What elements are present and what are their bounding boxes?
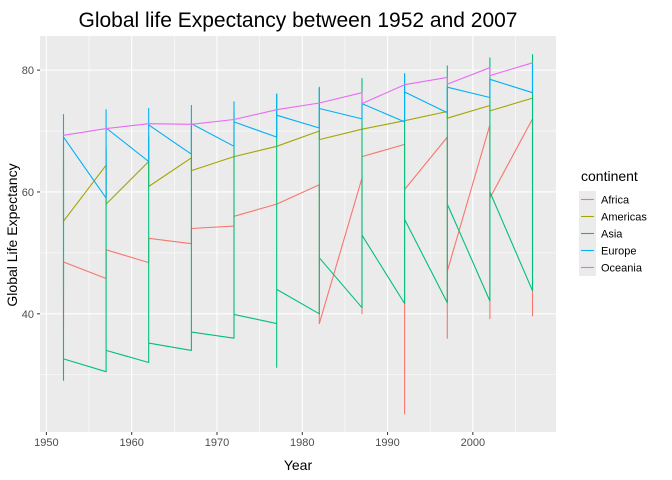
x-tick-label: 1970 [205,437,229,449]
legend-label-oceania: Oceania [601,263,643,275]
x-tick-label: 1950 [34,437,58,449]
legend-title: continent [581,168,638,184]
chart-title: Global life Expectancy between 1952 and … [79,9,518,32]
x-tick-label: 2000 [461,437,485,449]
y-tick-label: 80 [22,65,34,77]
legend-label-americas: Americas [601,212,647,224]
plot-panel [40,36,556,432]
x-axis: 1950 1960 1970 1980 1990 2000 [34,432,485,449]
x-axis-title: Year [284,457,313,473]
y-tick-label: 60 [22,187,34,199]
grid [40,36,556,432]
legend-label-europe: Europe [601,246,636,258]
x-tick-label: 1960 [119,437,143,449]
x-tick-label: 1990 [375,437,399,449]
series-lines [62,54,534,415]
y-tick-label: 40 [22,309,34,321]
y-axis: 40 60 80 [22,65,40,321]
y-axis-title: Global Life Expectancy [4,163,20,306]
legend-label-asia: Asia [601,229,623,241]
legend-label-africa: Africa [601,195,630,207]
legend: continent Africa Americas Asia Europe Oceani… [579,168,647,276]
series-line-oceania [63,62,533,136]
series-line-europe [62,64,534,293]
x-tick-label: 1980 [290,437,314,449]
